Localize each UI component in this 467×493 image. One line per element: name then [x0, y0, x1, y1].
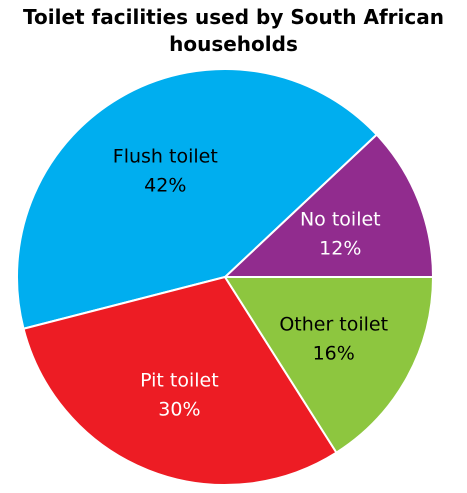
pie-slice-pit-toilet: [22, 276, 338, 486]
pie-slices: [16, 67, 434, 486]
chart-title: Toilet facilities used by South African …: [0, 4, 467, 58]
chart-title-line-1: Toilet facilities used by South African: [23, 5, 444, 29]
pie-slice-flush-toilet: [16, 67, 378, 330]
pie-slice-no-toilet: [224, 133, 434, 278]
chart-title-line-2: households: [169, 32, 298, 56]
pie-value-pit-toilet: 30%: [158, 398, 200, 420]
pie-labels: No toilet 12% Flush toilet 42% Pit toilet 30%…: [113, 145, 388, 420]
pie-slice-other-toilet: [224, 276, 434, 454]
pie-value-flush-toilet: 42%: [144, 174, 186, 196]
pie-label-other-toilet: Other toilet: [279, 314, 388, 336]
pie-label-flush-toilet: Flush toilet: [113, 145, 218, 167]
pie-value-other-toilet: 16%: [313, 343, 355, 365]
pie-label-no-toilet: No toilet: [300, 208, 381, 230]
pie-value-no-toilet: 12%: [319, 237, 361, 259]
pie-label-pit-toilet: Pit toilet: [140, 369, 219, 391]
